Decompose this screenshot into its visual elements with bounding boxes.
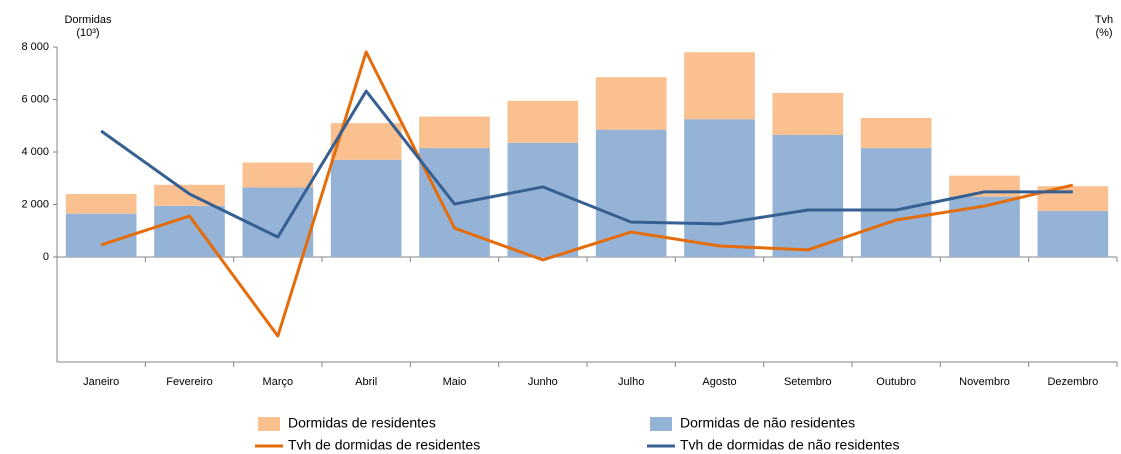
x-tick-label: Novembro (959, 376, 1010, 388)
x-tick-label: Abril (355, 376, 377, 388)
bar-segment (507, 142, 579, 257)
bar-segment (772, 92, 844, 135)
bar-segment (330, 159, 402, 257)
bar-segment (595, 77, 667, 130)
y2-axis-label: Tvh (1095, 14, 1113, 26)
bar-segment (772, 134, 844, 257)
legend-swatch (650, 417, 672, 431)
y-axis-label: Dormidas (64, 14, 112, 26)
x-tick-label: Julho (618, 376, 644, 388)
bar-segment (860, 148, 932, 257)
x-tick-label: Junho (528, 376, 558, 388)
x-tick-label: Maio (443, 376, 467, 388)
x-tick-label: Outubro (876, 376, 916, 388)
y-tick-label: 8 000 (21, 41, 49, 53)
x-tick-label: Setembro (784, 376, 832, 388)
y-tick-label: 2 000 (21, 198, 49, 210)
bar-segment (65, 213, 137, 257)
bar-segment (595, 129, 667, 257)
line (100, 89, 1073, 239)
x-tick-label: Agosto (702, 376, 736, 388)
bar-segment (949, 175, 1020, 197)
bar-segment (684, 52, 755, 120)
y-axis-label: (10³) (76, 27, 99, 39)
x-tick-label: Fevereiro (166, 376, 212, 388)
bar-segment (507, 100, 579, 143)
bar-segment (419, 116, 490, 149)
bar-segment (65, 194, 137, 214)
legend-label: Tvh de dormidas de não residentes (680, 437, 899, 453)
legend-swatch (258, 417, 280, 431)
y-tick-label: 6 000 (21, 93, 49, 105)
legend-label: Tvh de dormidas de residentes (288, 437, 480, 453)
bar-segment (1037, 211, 1109, 257)
line (100, 50, 1074, 338)
legend-label: Dormidas de não residentes (680, 415, 855, 431)
y-tick-label: 0 (43, 251, 49, 263)
x-tick-label: Dezembro (1047, 376, 1098, 388)
legend-label: Dormidas de residentes (288, 415, 436, 431)
x-tick-label: Março (263, 376, 294, 388)
bar-segment (684, 119, 755, 257)
x-tick-label: Janeiro (83, 376, 119, 388)
bar-segment (242, 162, 314, 188)
y-tick-label: 4 000 (21, 146, 49, 158)
bar-segment (860, 117, 932, 149)
y2-axis-label: (%) (1095, 27, 1112, 39)
